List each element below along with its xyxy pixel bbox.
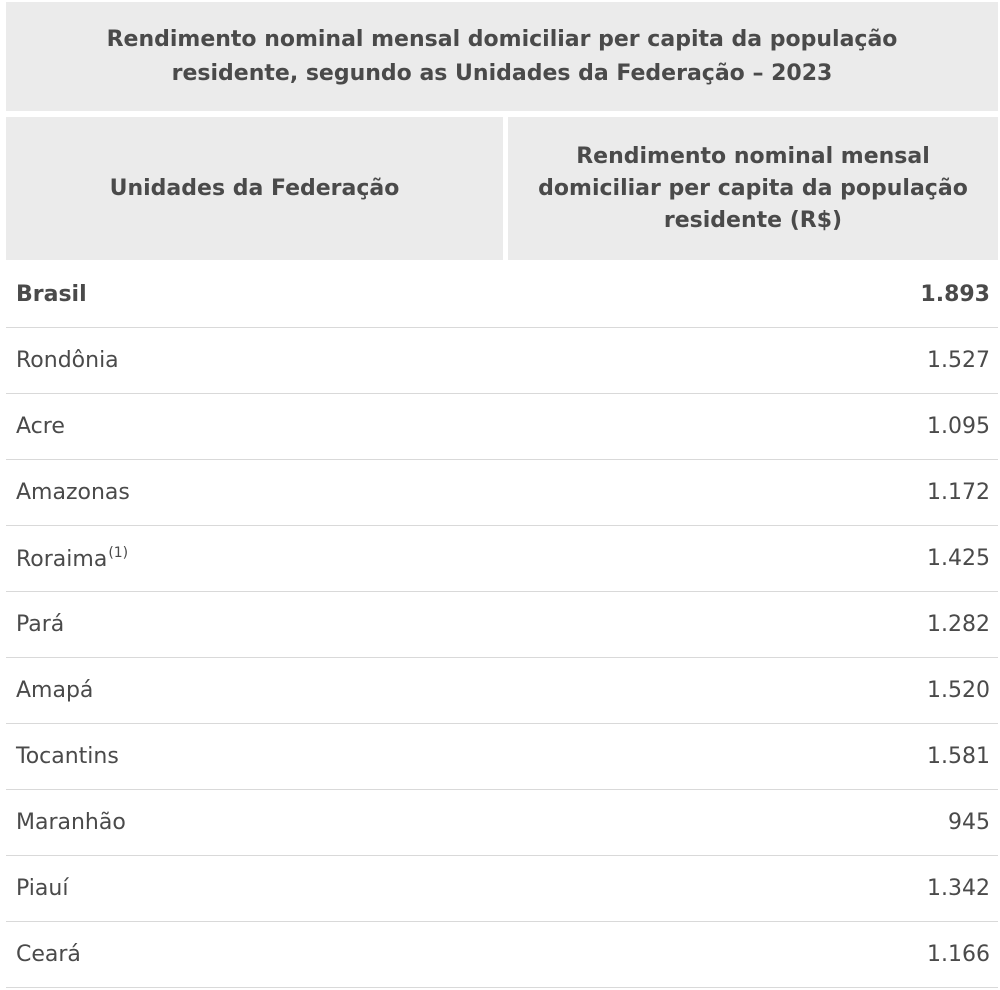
row-value: 1.425 bbox=[927, 546, 990, 571]
row-value: 1.893 bbox=[920, 282, 990, 307]
table-caption: Rendimento nominal mensal domiciliar per… bbox=[106, 26, 898, 86]
table-row: Amazonas 1.172 bbox=[6, 460, 998, 526]
column-header-uf-label: Unidades da Federação bbox=[109, 175, 400, 201]
row-uf: Rondônia bbox=[6, 348, 119, 373]
footnote-marker: (1) bbox=[108, 545, 129, 561]
row-uf: Brasil bbox=[6, 282, 87, 307]
row-uf-label: Tocantins bbox=[16, 744, 119, 769]
row-value: 1.527 bbox=[927, 348, 990, 373]
row-uf: Acre bbox=[6, 414, 65, 439]
table-row: Rondônia 1.527 bbox=[6, 328, 998, 394]
table-caption-box: Rendimento nominal mensal domiciliar per… bbox=[6, 2, 998, 111]
table-row: Pará 1.282 bbox=[6, 592, 998, 658]
row-uf-label: Amapá bbox=[16, 678, 94, 703]
row-uf: Piauí bbox=[6, 876, 68, 901]
row-uf: Ceará bbox=[6, 942, 81, 967]
row-value: 1.282 bbox=[927, 612, 990, 637]
table-row: Ceará 1.166 bbox=[6, 922, 998, 988]
row-uf: Amazonas bbox=[6, 480, 130, 505]
row-uf-label: Brasil bbox=[16, 282, 87, 307]
row-uf: Pará bbox=[6, 612, 64, 637]
row-uf-label: Acre bbox=[16, 414, 65, 439]
table-row: Tocantins 1.581 bbox=[6, 724, 998, 790]
table-row: Piauí 1.342 bbox=[6, 856, 998, 922]
row-uf-label: Pará bbox=[16, 612, 65, 637]
row-uf-label: Roraima bbox=[16, 547, 108, 572]
row-value: 945 bbox=[948, 810, 990, 835]
row-uf-label: Piauí bbox=[16, 876, 69, 901]
row-uf-label: Ceará bbox=[16, 942, 81, 967]
table-row: Brasil 1.893 bbox=[6, 262, 998, 328]
row-value: 1.520 bbox=[927, 678, 990, 703]
row-value: 1.342 bbox=[927, 876, 990, 901]
column-header-value-label: Rendimento nominal mensal domiciliar per… bbox=[538, 143, 968, 233]
row-value: 1.095 bbox=[927, 414, 990, 439]
table-row: Maranhão 945 bbox=[6, 790, 998, 856]
row-uf: Tocantins bbox=[6, 744, 119, 769]
row-uf: Maranhão bbox=[6, 810, 126, 835]
column-header-value: Rendimento nominal mensal domiciliar per… bbox=[508, 117, 998, 260]
row-uf-label: Rondônia bbox=[16, 348, 119, 373]
row-value: 1.166 bbox=[927, 942, 990, 967]
table-row: Amapá 1.520 bbox=[6, 658, 998, 724]
table-row: Roraima(1) 1.425 bbox=[6, 526, 998, 592]
row-uf: Amapá bbox=[6, 678, 93, 703]
row-value: 1.581 bbox=[927, 744, 990, 769]
row-value: 1.172 bbox=[927, 480, 990, 505]
row-uf: Roraima(1) bbox=[6, 545, 128, 572]
column-header-uf: Unidades da Federação bbox=[6, 117, 503, 260]
row-uf-label: Amazonas bbox=[16, 480, 130, 505]
table-body: Brasil 1.893 Rondônia 1.527 Acre 1.095 A… bbox=[6, 262, 998, 988]
table-row: Acre 1.095 bbox=[6, 394, 998, 460]
row-uf-label: Maranhão bbox=[16, 810, 126, 835]
